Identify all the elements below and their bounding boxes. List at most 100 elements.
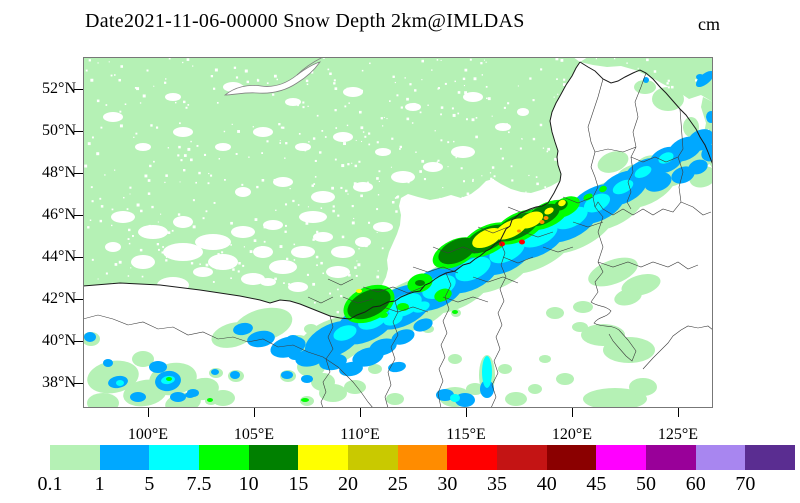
snow-blob-lg <box>368 364 382 374</box>
speckle <box>383 116 385 118</box>
province-border <box>597 261 699 270</box>
province-border <box>507 206 539 214</box>
speckle <box>256 185 259 189</box>
snow-blob-b <box>369 338 397 356</box>
y-tick-label: 52°N <box>42 80 76 97</box>
speckle <box>337 214 340 217</box>
speckle <box>427 104 429 106</box>
speckle <box>97 62 99 64</box>
speckle <box>390 166 392 168</box>
snow-blob-lg <box>629 378 657 396</box>
speckle <box>297 204 300 206</box>
bare-patch <box>375 148 391 156</box>
snow-blob-c <box>412 301 430 313</box>
colorbar-tick-label: 20 <box>338 473 359 495</box>
province-border <box>626 72 647 210</box>
colorbar <box>50 445 796 470</box>
speckle <box>347 193 349 195</box>
speckle <box>414 89 417 92</box>
speckle <box>555 57 559 61</box>
speckle <box>275 209 277 211</box>
bare-patch <box>288 282 308 292</box>
speckle <box>471 118 475 122</box>
speckle <box>434 130 436 132</box>
snow-blob-lg <box>546 307 564 319</box>
y-tick-label: 42°N <box>42 289 76 307</box>
colorbar-box <box>99 445 150 470</box>
x-tick <box>254 408 255 417</box>
speckle <box>367 181 369 184</box>
speckle <box>136 203 140 207</box>
snow-blob-b <box>319 353 347 371</box>
speckle <box>192 199 195 202</box>
snow-field-light <box>580 57 713 102</box>
speckle <box>217 253 220 256</box>
speckle <box>475 135 478 139</box>
speckle <box>235 231 238 234</box>
speckle <box>540 68 543 71</box>
speckle <box>164 181 166 184</box>
speckle <box>501 157 504 160</box>
speckle <box>491 166 495 169</box>
speckle <box>380 117 383 120</box>
speckle <box>400 106 403 109</box>
speckle <box>105 272 108 275</box>
y-tick-label: 38°N <box>42 373 76 391</box>
x-tick-label: 115°E <box>446 426 486 443</box>
speckle <box>544 186 547 188</box>
speckle <box>361 69 364 72</box>
speckle <box>613 57 616 60</box>
speckle <box>347 273 351 277</box>
bare-patch <box>103 112 123 122</box>
speckle <box>124 103 127 106</box>
speckle <box>118 260 122 264</box>
speckle <box>297 104 299 107</box>
speckle <box>322 272 324 275</box>
colorbar-tick-label: 7.5 <box>186 473 212 495</box>
speckle <box>285 142 288 145</box>
speckle <box>332 205 335 208</box>
speckle <box>135 132 138 135</box>
speckle <box>343 142 346 146</box>
speckle <box>335 127 338 129</box>
speckle <box>469 58 472 61</box>
colorbar-tick-label: 45 <box>586 473 607 495</box>
snow-blob-y <box>472 227 502 249</box>
speckle <box>447 166 449 168</box>
bare-patch <box>173 216 193 228</box>
speckle <box>307 206 309 208</box>
speckle <box>208 172 210 175</box>
speckle <box>216 101 219 104</box>
colorbar-box <box>646 445 696 470</box>
speckle <box>525 191 527 193</box>
speckle <box>322 239 325 241</box>
snow-blob-b <box>688 159 708 175</box>
speckle <box>330 271 333 274</box>
speckle <box>280 126 283 129</box>
speckle <box>489 172 492 174</box>
speckle <box>97 278 99 280</box>
province-border <box>327 278 354 286</box>
province-border <box>490 240 507 408</box>
snow-blob-b <box>436 389 454 401</box>
speckle <box>364 244 368 248</box>
snow-blob-b <box>388 361 406 373</box>
speckle <box>421 59 425 63</box>
bare-patch <box>333 132 353 142</box>
speckle <box>440 59 442 61</box>
speckle <box>671 85 674 89</box>
speckle <box>279 140 281 142</box>
speckle <box>149 164 152 168</box>
speckle <box>252 126 254 128</box>
y-tick-label: 44°N <box>42 247 76 265</box>
speckle <box>562 83 566 86</box>
speckle <box>419 170 422 173</box>
country-border <box>549 61 581 182</box>
speckle <box>464 91 468 95</box>
speckle <box>165 256 168 258</box>
speckle <box>314 176 317 178</box>
speckle <box>388 149 391 153</box>
speckle <box>279 142 282 144</box>
snow-blob-b <box>295 347 327 367</box>
country-border <box>83 180 561 320</box>
